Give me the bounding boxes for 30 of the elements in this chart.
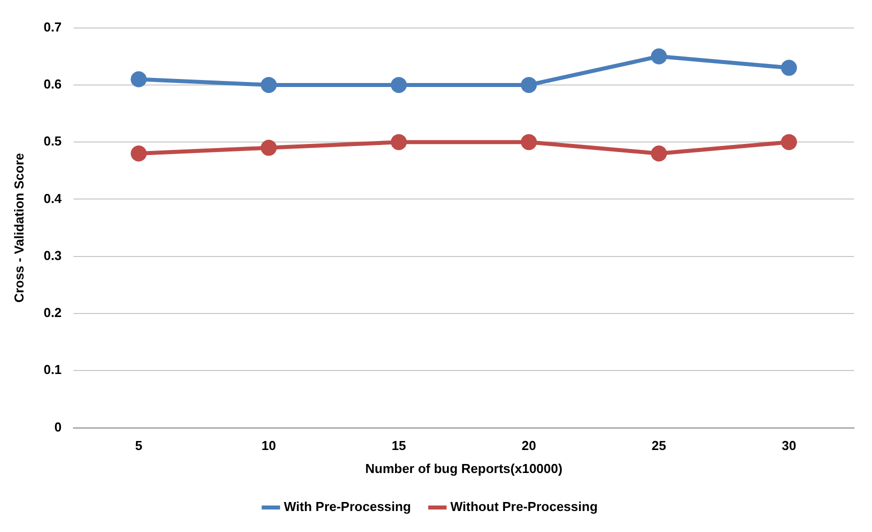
point — [130, 146, 147, 162]
y-tick-label: 0.7 — [44, 19, 62, 34]
x-tick-label: 5 — [135, 438, 142, 454]
point — [520, 134, 537, 150]
x-tick-label: 30 — [782, 438, 796, 454]
point — [260, 76, 277, 93]
y-tick-label: 0.6 — [44, 76, 62, 92]
point — [650, 146, 667, 162]
y-tick-label: 0.4 — [44, 190, 62, 206]
point — [520, 76, 537, 93]
y-axis-title: Cross - Validation Score — [11, 153, 26, 303]
y-tick-label: 0.3 — [44, 248, 62, 263]
point — [130, 71, 147, 88]
x-axis-title: Number of bug Reports(x10000) — [365, 460, 562, 476]
legend-label: With Pre-Processing — [284, 499, 411, 514]
point — [390, 76, 407, 93]
point — [260, 140, 277, 156]
point — [780, 60, 797, 76]
x-tick-label: 20 — [522, 438, 536, 454]
point — [390, 134, 407, 150]
x-tick-label: 10 — [262, 438, 276, 454]
x-tick-label: 15 — [392, 438, 406, 454]
y-tick-label: 0.2 — [44, 305, 62, 320]
y-tick-label: 0 — [54, 419, 62, 434]
y-tick-label: 0.1 — [44, 362, 62, 378]
point — [650, 48, 667, 64]
y-tick-label: 0.5 — [44, 134, 62, 149]
x-tick-label: 25 — [652, 438, 666, 454]
point — [780, 134, 797, 150]
legend-label: Without Pre-Processing — [450, 499, 598, 514]
